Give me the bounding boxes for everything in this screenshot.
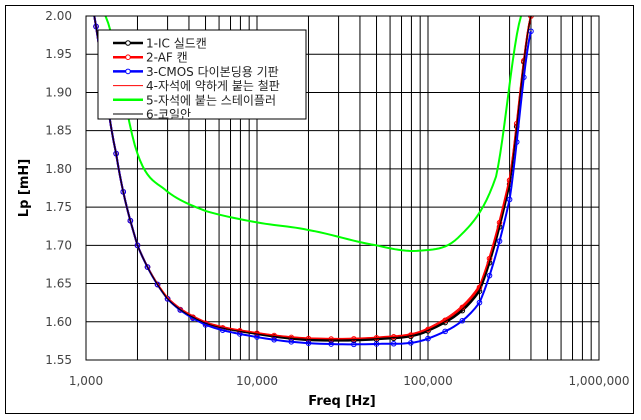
- data-point-marker: [288, 338, 295, 345]
- data-point-marker: [127, 217, 134, 224]
- x-tick-label: 100,000: [403, 374, 453, 388]
- legend-marker: [125, 54, 131, 61]
- x-tick-label: 10,000: [236, 374, 278, 388]
- y-tick-label: 1.60: [45, 315, 72, 329]
- legend-item: 4-자석에 약하게 붙는 철판: [113, 78, 280, 93]
- legend-item: 6-코일안: [113, 108, 191, 122]
- y-tick-label: 1.75: [45, 200, 72, 214]
- data-point-marker: [390, 340, 397, 347]
- data-point-marker: [486, 272, 493, 279]
- data-point-marker: [144, 264, 151, 270]
- plot-area-border: [85, 15, 600, 361]
- series-line: [104, 16, 523, 252]
- data-point-marker: [373, 341, 380, 347]
- legend-label: 5-자석에 붙는 스테이플러: [146, 93, 276, 107]
- legend-item: 5-자석에 붙는 스테이플러: [113, 93, 276, 107]
- legend-label: 1-IC 실드캔: [146, 37, 207, 51]
- legend-label: 6-코일안: [146, 108, 191, 122]
- legend-item: 1-IC 실드캔: [113, 37, 207, 51]
- series-6: [93, 16, 532, 341]
- legend-item: 3-CMOS 다이본딩용 기판: [113, 65, 279, 79]
- y-axis-label: Lp [mH]: [17, 159, 32, 217]
- y-tick-label: 1.95: [45, 47, 72, 61]
- data-point-marker: [442, 328, 448, 335]
- data-point-marker: [351, 341, 357, 348]
- legend-item: 2-AF 캔: [113, 51, 188, 65]
- data-point-marker: [202, 322, 209, 328]
- data-point-marker: [328, 341, 334, 347]
- data-point-marker: [351, 336, 357, 342]
- x-tick-label: 1,000: [69, 374, 103, 388]
- y-tick-label: 1.70: [45, 238, 72, 252]
- data-point-marker: [254, 334, 260, 340]
- data-point-marker: [154, 281, 161, 288]
- y-axis-ticks: 2.00 1.95 1.90 1.85 1.80 1.75 1.70 1.65 1.60 1.55: [45, 9, 72, 367]
- chart-frame: [5, 5, 634, 414]
- data-point-marker: [459, 317, 466, 324]
- data-point-marker: [506, 196, 513, 203]
- data-point-marker: [271, 336, 277, 343]
- y-tick-label: 1.80: [45, 162, 72, 176]
- legend-label: 4-자석에 약하게 붙는 철판: [146, 78, 280, 93]
- data-point-marker: [496, 238, 503, 244]
- data-series: [93, 16, 534, 348]
- y-tick-label: 1.65: [45, 277, 72, 291]
- y-tick-label: 1.55: [45, 353, 72, 367]
- x-tick-label: 1,000,000: [568, 374, 629, 388]
- x-axis-label: Freq [Hz]: [308, 394, 375, 409]
- data-point-marker: [476, 299, 483, 306]
- x-axis-ticks: 1,000 10,000 100,000 1,000,000: [69, 374, 630, 388]
- y-tick-label: 2.00: [45, 9, 72, 23]
- legend-label: 2-AF 캔: [146, 51, 188, 65]
- data-point-marker: [373, 335, 380, 341]
- series-line: [93, 16, 532, 341]
- data-point-marker: [134, 242, 141, 249]
- data-point-marker: [390, 334, 397, 340]
- data-point-marker: [528, 28, 534, 35]
- data-point-marker: [305, 340, 312, 346]
- data-point-marker: [425, 335, 431, 342]
- y-tick-label: 1.85: [45, 124, 72, 138]
- data-point-marker: [408, 340, 414, 346]
- legend-box: [97, 29, 307, 120]
- legend-label: 3-CMOS 다이본딩용 기판: [146, 65, 279, 79]
- legend-marker: [125, 68, 131, 75]
- legend-marker: [125, 40, 131, 46]
- series-5: [104, 16, 523, 252]
- y-tick-label: 1.90: [45, 85, 72, 99]
